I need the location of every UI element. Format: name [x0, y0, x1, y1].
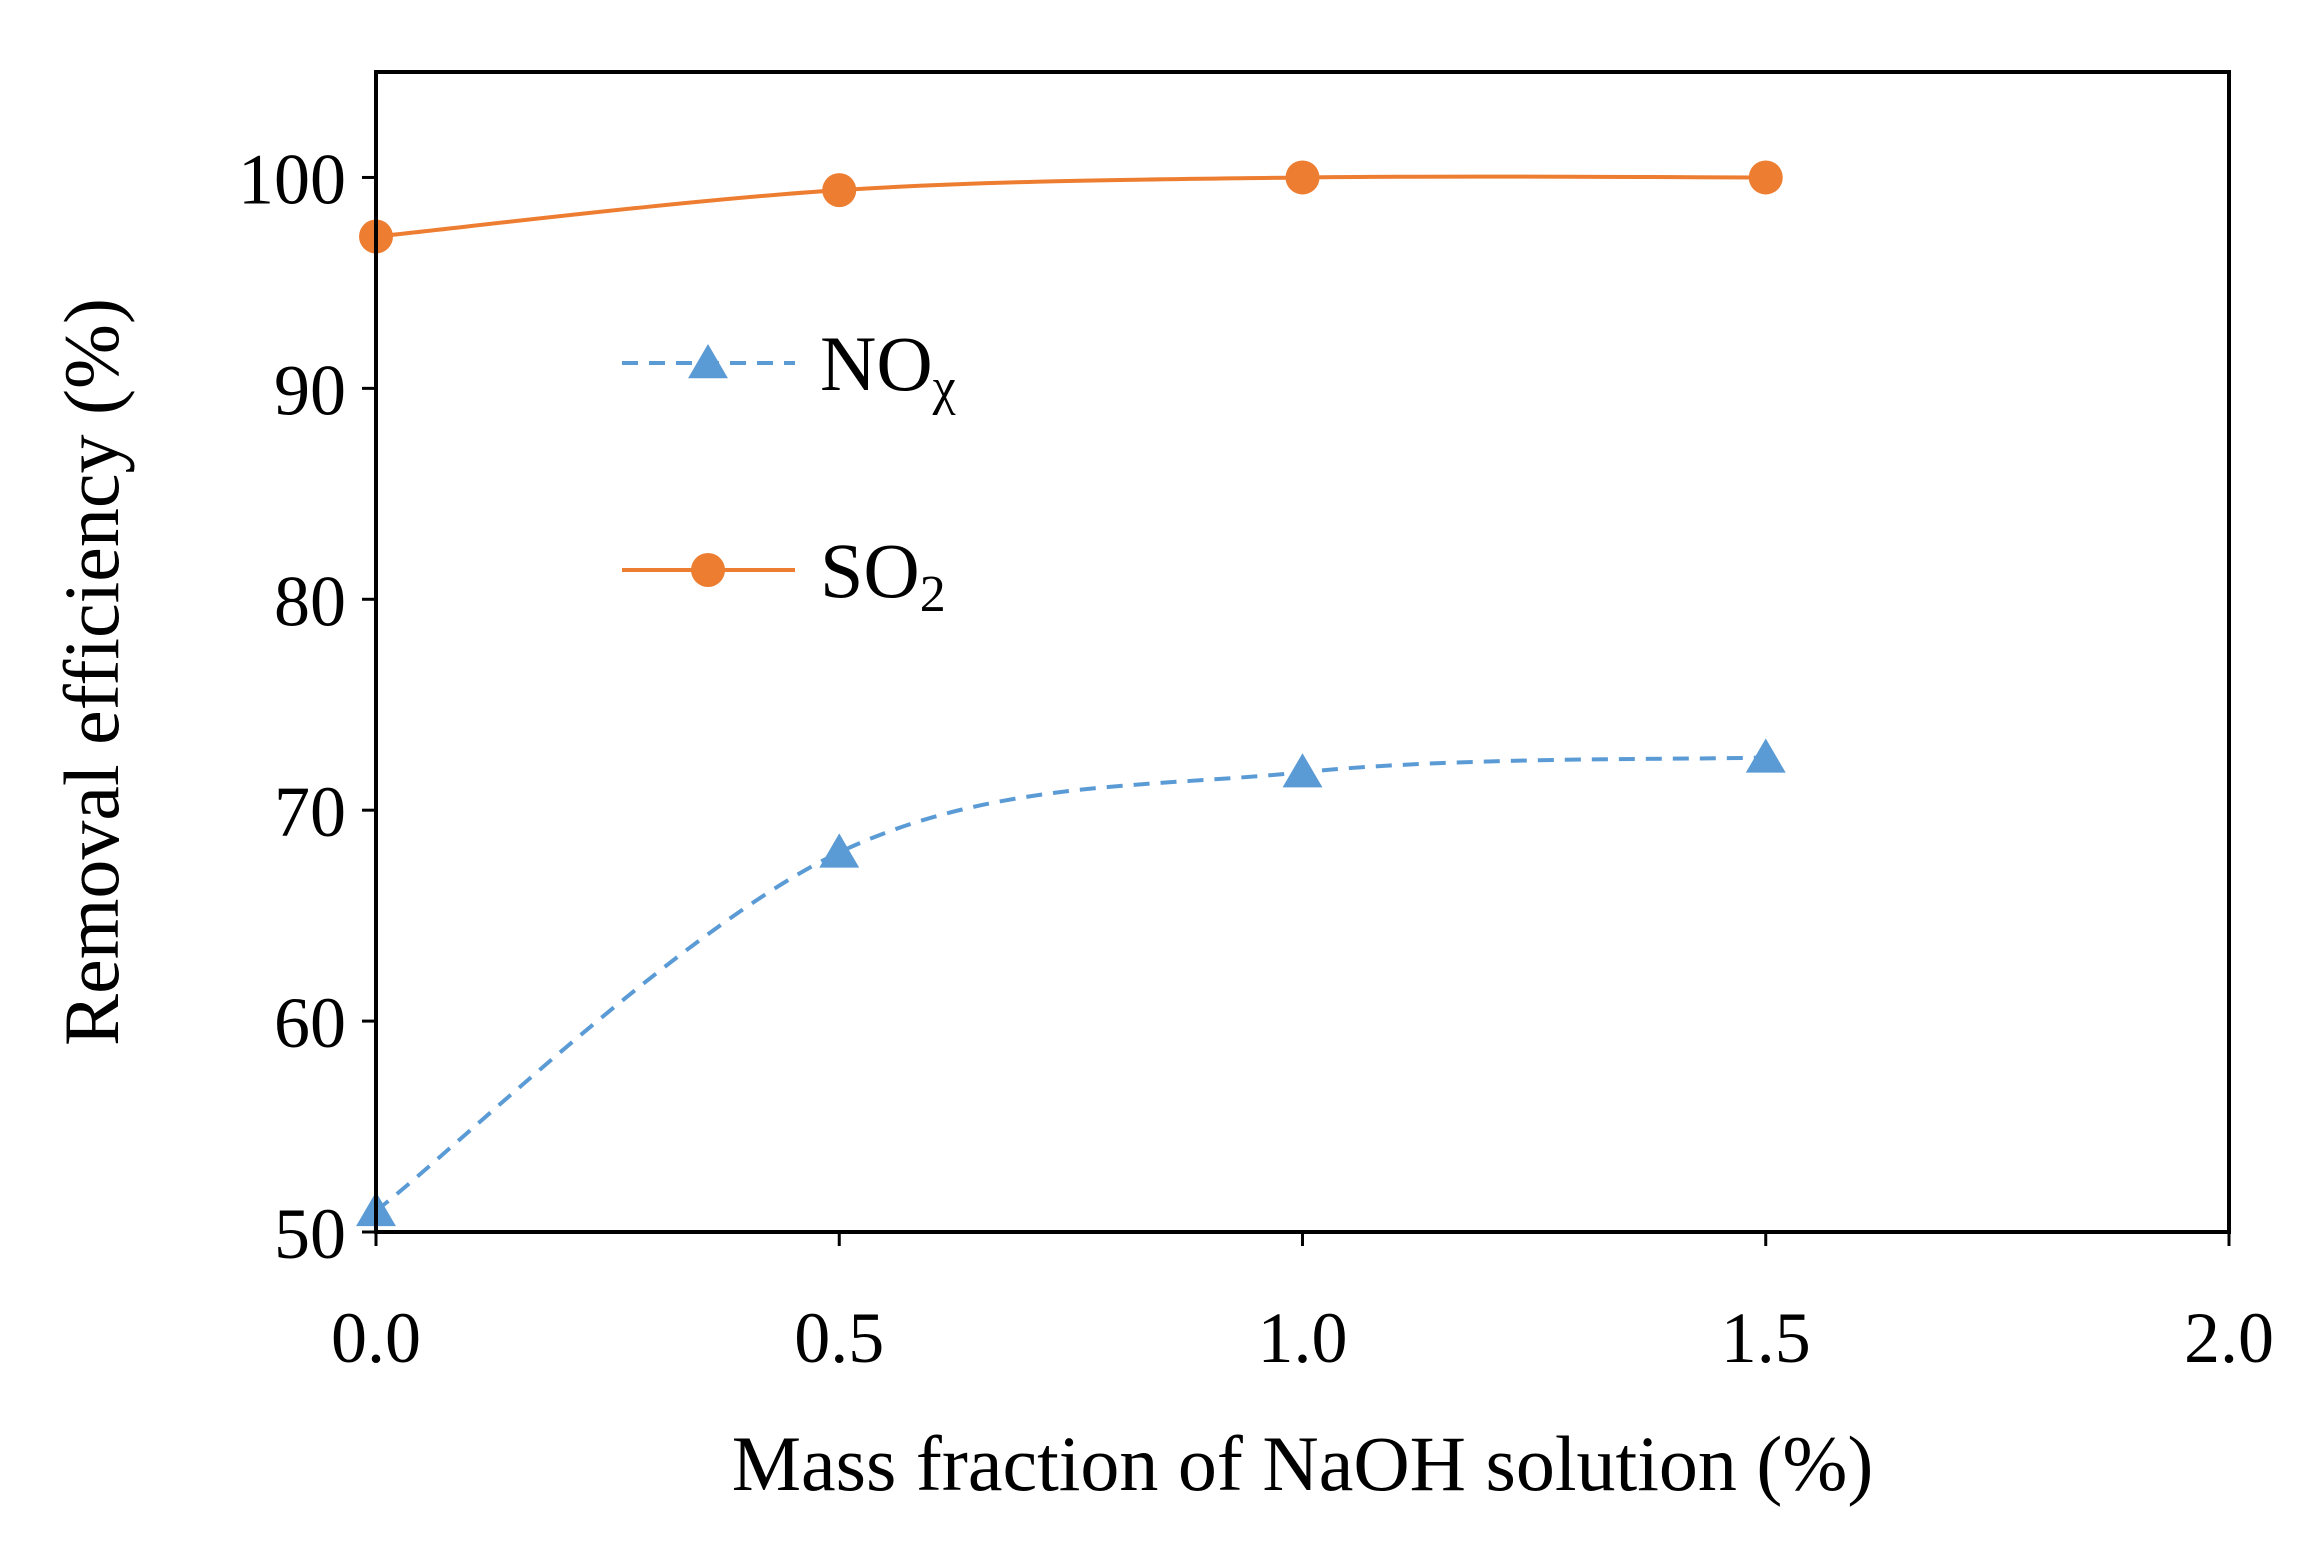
x-tick-label: 2.0	[2184, 1298, 2274, 1378]
y-tick-label: 60	[274, 983, 346, 1063]
data-point	[1285, 160, 1320, 195]
legend-item: NOχ	[622, 320, 956, 416]
data-point	[822, 173, 857, 208]
legend-swatch-marker	[691, 553, 725, 587]
x-axis-title: Mass fraction of NaOH solution (%)	[732, 1420, 1874, 1507]
y-axis-title: Removal efficiency (%)	[48, 298, 135, 1046]
legend-swatch-marker	[688, 344, 728, 379]
series-no	[356, 738, 1786, 1227]
legend-item: SO2	[622, 527, 946, 623]
series-so	[359, 160, 1783, 254]
x-tick-label: 0.5	[794, 1298, 884, 1378]
data-point	[1282, 753, 1323, 788]
series-line	[375, 174, 1766, 239]
plot-frame	[374, 70, 2231, 1234]
y-tick-label: 50	[274, 1194, 346, 1274]
legend-label: SO2	[820, 527, 946, 623]
x-tick-label: 1.5	[1721, 1298, 1811, 1378]
y-tick-label: 80	[274, 561, 346, 641]
y-tick-label: 70	[274, 772, 346, 852]
data-point	[1745, 738, 1786, 773]
x-tick-label: 1.0	[1258, 1298, 1348, 1378]
x-axis-ticks: 0.0 0.5 1.0 1.5 2.0	[331, 1232, 2274, 1378]
y-tick-label: 90	[274, 350, 346, 430]
series-line	[374, 755, 1766, 1213]
x-tick-label: 0.0	[331, 1298, 421, 1378]
legend: NOχ SO2	[622, 320, 956, 623]
data-point	[819, 833, 860, 868]
y-tick-label: 100	[238, 139, 346, 219]
data-point	[1748, 160, 1783, 195]
y-axis-ticks: 50 60 70 80 90 100	[238, 139, 376, 1274]
series-layer	[356, 160, 1786, 1227]
legend-label: NOχ	[820, 320, 956, 416]
